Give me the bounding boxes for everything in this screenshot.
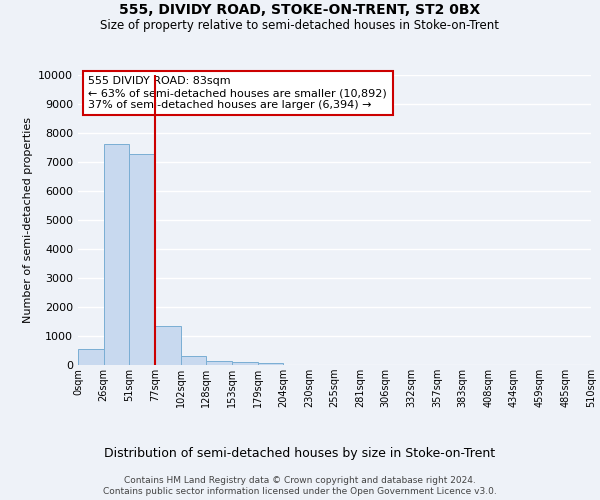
- Y-axis label: Number of semi-detached properties: Number of semi-detached properties: [23, 117, 32, 323]
- Bar: [206, 360, 232, 365]
- Bar: [181, 356, 206, 365]
- Bar: [78, 349, 104, 365]
- Text: 555, DIVIDY ROAD, STOKE-ON-TRENT, ST2 0BX: 555, DIVIDY ROAD, STOKE-ON-TRENT, ST2 0B…: [119, 2, 481, 16]
- Bar: [232, 362, 257, 365]
- Text: Size of property relative to semi-detached houses in Stoke-on-Trent: Size of property relative to semi-detach…: [101, 18, 499, 32]
- Bar: [155, 326, 181, 365]
- Text: Contains public sector information licensed under the Open Government Licence v3: Contains public sector information licen…: [103, 488, 497, 496]
- Bar: [104, 144, 130, 365]
- Bar: [130, 154, 155, 365]
- Bar: [257, 362, 283, 365]
- Text: 555 DIVIDY ROAD: 83sqm
← 63% of semi-detached houses are smaller (10,892)
37% of: 555 DIVIDY ROAD: 83sqm ← 63% of semi-det…: [88, 76, 387, 110]
- Text: Distribution of semi-detached houses by size in Stoke-on-Trent: Distribution of semi-detached houses by …: [104, 448, 496, 460]
- Text: Contains HM Land Registry data © Crown copyright and database right 2024.: Contains HM Land Registry data © Crown c…: [124, 476, 476, 485]
